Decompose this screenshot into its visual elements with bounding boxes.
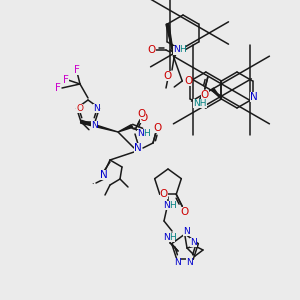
- Text: F: F: [74, 65, 80, 75]
- Text: O: O: [154, 123, 162, 133]
- Text: O: O: [148, 45, 156, 55]
- Text: F: F: [55, 83, 61, 93]
- Text: O: O: [76, 104, 83, 113]
- Polygon shape: [211, 88, 221, 99]
- Text: H: H: [169, 232, 176, 242]
- Text: N: N: [190, 238, 197, 247]
- Text: N: N: [100, 170, 108, 180]
- Text: N: N: [91, 121, 98, 130]
- Text: •: •: [92, 183, 94, 187]
- Text: •: •: [132, 129, 134, 133]
- Text: O: O: [140, 113, 148, 123]
- Text: N: N: [183, 226, 189, 236]
- Text: O: O: [164, 71, 172, 81]
- Polygon shape: [118, 124, 133, 132]
- Text: H: H: [142, 130, 149, 139]
- Text: O: O: [184, 76, 192, 86]
- Text: N: N: [174, 258, 181, 267]
- Text: O: O: [201, 90, 209, 100]
- Text: H: H: [178, 46, 185, 55]
- Text: N: N: [136, 130, 143, 139]
- Text: NH: NH: [193, 98, 207, 107]
- Text: N: N: [164, 200, 170, 209]
- Text: N: N: [93, 104, 100, 113]
- Polygon shape: [166, 24, 174, 58]
- Polygon shape: [80, 120, 118, 132]
- Text: O: O: [160, 189, 168, 199]
- Text: N: N: [250, 92, 257, 102]
- Text: O: O: [138, 109, 146, 119]
- Text: N: N: [186, 258, 193, 267]
- Text: N: N: [172, 46, 179, 55]
- Text: F: F: [63, 75, 69, 85]
- Text: N: N: [163, 232, 170, 242]
- Text: N: N: [134, 143, 142, 153]
- Text: O: O: [180, 207, 188, 217]
- Text: H: H: [169, 200, 176, 209]
